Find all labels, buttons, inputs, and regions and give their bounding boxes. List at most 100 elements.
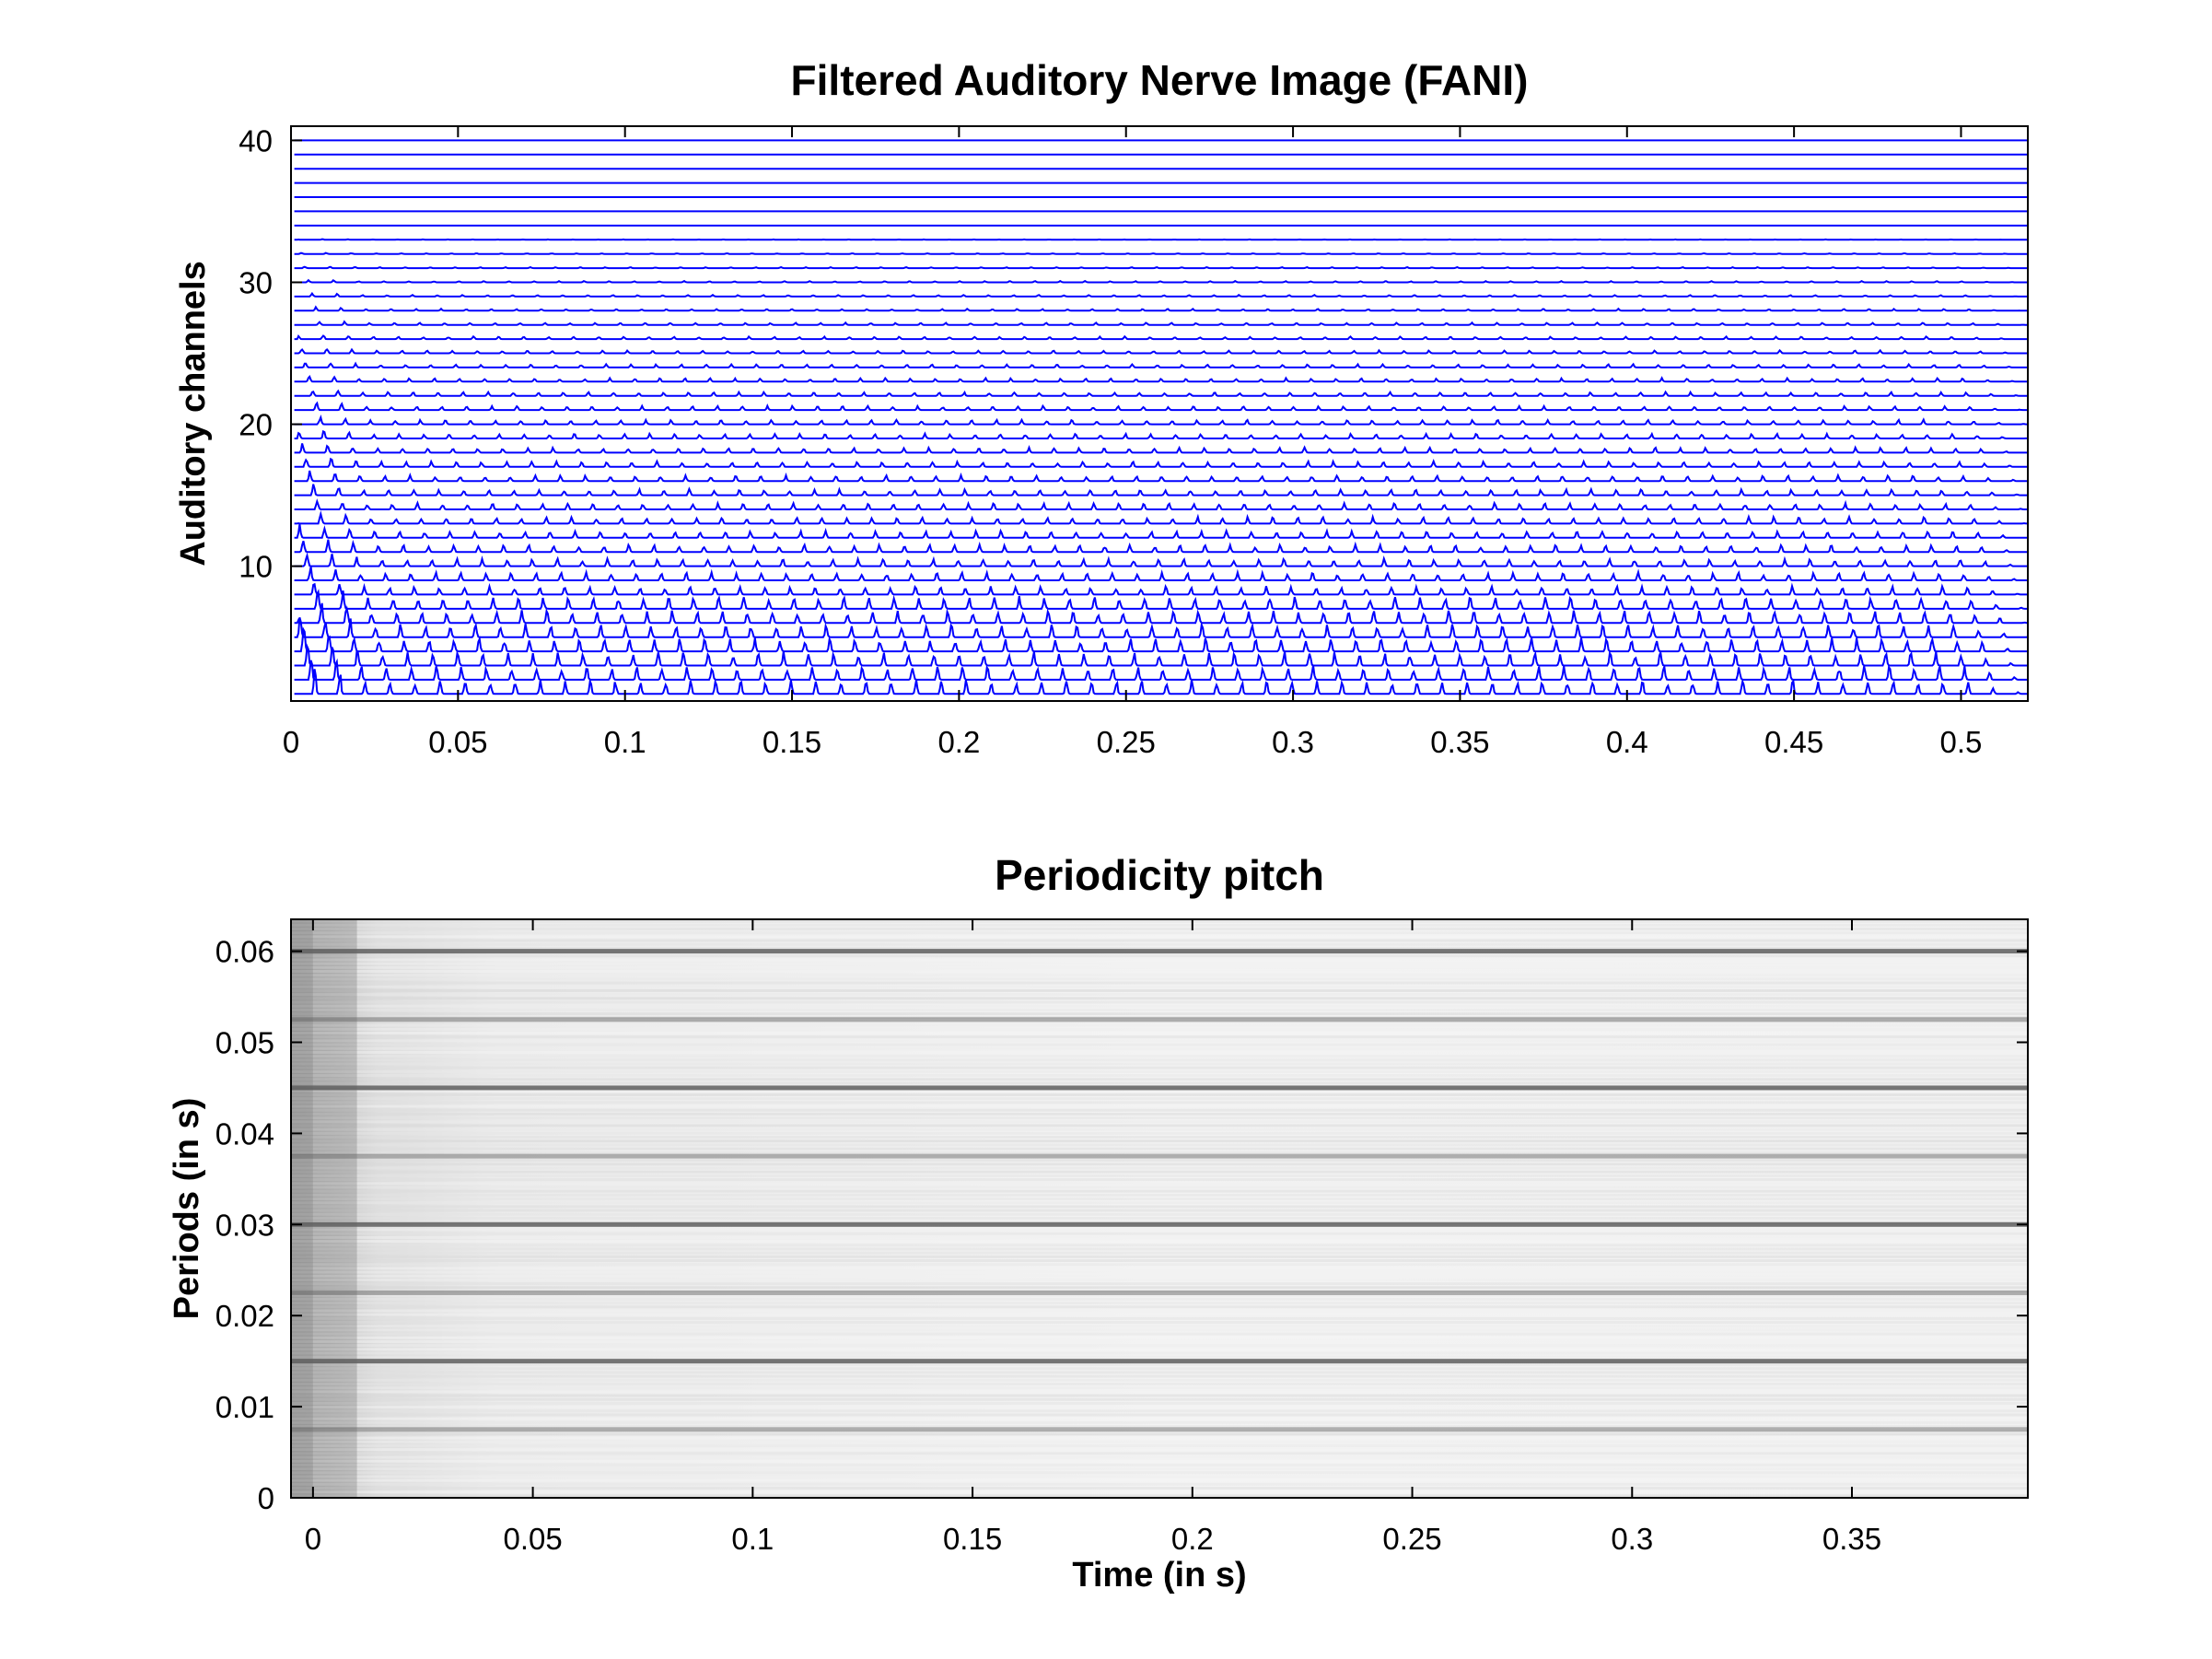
periodicity-stripe bbox=[291, 1089, 2028, 1092]
periodicity-xtick-label: 0.1 bbox=[731, 1522, 774, 1556]
periodicity-stripe bbox=[291, 1490, 2028, 1494]
periodicity-stripe bbox=[291, 1182, 2028, 1186]
periodicity-xlabel: Time (in s) bbox=[1072, 1556, 1246, 1595]
periodicity-stripe bbox=[291, 1328, 2028, 1332]
periodicity-stripe bbox=[291, 1127, 2028, 1131]
periodicity-stripe bbox=[291, 1282, 2028, 1286]
periodicity-stripe bbox=[291, 1302, 2028, 1305]
fani-xtick-label: 0.25 bbox=[1097, 725, 1156, 759]
periodicity-stripe bbox=[291, 1259, 2028, 1263]
fani-axes-box bbox=[290, 125, 2029, 702]
periodicity-stripe bbox=[291, 1055, 2028, 1058]
periodicity-stripe bbox=[291, 1478, 2028, 1482]
periodicity-stripe bbox=[291, 1309, 2028, 1313]
fani-channel-trace bbox=[294, 523, 2028, 539]
periodicity-stripe bbox=[291, 1016, 2028, 1020]
periodicity-stripe bbox=[291, 1494, 2028, 1498]
periodicity-stripe bbox=[291, 1255, 2028, 1258]
periodicity-stripe bbox=[291, 1351, 2028, 1355]
periodicity-stripe bbox=[291, 1116, 2028, 1120]
periodicity-stripe bbox=[291, 1443, 2028, 1447]
periodicity-stripe bbox=[291, 1355, 2028, 1359]
periodicity-stripe bbox=[291, 1035, 2028, 1039]
fani-ytick-label: 20 bbox=[239, 408, 273, 442]
periodicity-stripe bbox=[291, 1321, 2028, 1325]
fani-ytick-label: 10 bbox=[239, 550, 273, 584]
periodicity-stripe bbox=[291, 1367, 2028, 1371]
periodicity-stripe bbox=[291, 1078, 2028, 1081]
periodicity-stripe bbox=[291, 1401, 2028, 1405]
periodicity-stripe bbox=[291, 1455, 2028, 1459]
periodicity-stripe bbox=[291, 946, 2028, 950]
fani-channel-trace bbox=[294, 443, 2028, 454]
periodicity-stripe bbox=[291, 1108, 2028, 1112]
fani-channel-trace bbox=[294, 251, 2028, 255]
periodicity-ytick-label: 0.02 bbox=[215, 1299, 274, 1333]
periodicity-stripe bbox=[291, 1386, 2028, 1390]
fani-channel-trace bbox=[294, 375, 2028, 383]
fani-channel-trace bbox=[294, 552, 2028, 567]
fani-channel-trace bbox=[294, 414, 2028, 426]
fani-channel-trace bbox=[294, 320, 2028, 326]
fani-channel-trace bbox=[294, 305, 2028, 312]
periodicity-stripe bbox=[291, 1363, 2028, 1367]
periodicity-stripe bbox=[291, 1143, 2028, 1147]
periodicity-stripe bbox=[291, 997, 2028, 1000]
periodicity-stripe bbox=[291, 1409, 2028, 1413]
periodicity-stripe bbox=[291, 1344, 2028, 1348]
periodicity-stripe bbox=[291, 1170, 2028, 1174]
periodicity-stripe bbox=[291, 1378, 2028, 1382]
periodicity-stripe bbox=[291, 958, 2028, 962]
periodicity-stripe bbox=[291, 1062, 2028, 1066]
periodicity-stripe bbox=[291, 935, 2028, 939]
fani-traces bbox=[294, 139, 2029, 695]
periodicity-stripe bbox=[291, 981, 2028, 985]
periodicity-stripe bbox=[291, 1039, 2028, 1043]
periodicity-onset-column bbox=[291, 919, 313, 1498]
periodicity-stripe bbox=[291, 1263, 2028, 1267]
periodicity-stripe bbox=[291, 1413, 2028, 1417]
periodicity-xtick-label: 0.35 bbox=[1822, 1522, 1881, 1556]
fani-xtick-label: 0.05 bbox=[428, 725, 487, 759]
periodicity-dark-band bbox=[291, 949, 2028, 954]
periodicity-stripe bbox=[291, 1390, 2028, 1394]
periodicity-stripe bbox=[291, 1397, 2028, 1401]
fani-channel-trace bbox=[294, 582, 2028, 596]
periodicity-stripe bbox=[291, 1313, 2028, 1316]
fani-ylabel: Auditory channels bbox=[174, 261, 213, 567]
periodicity-stripe bbox=[291, 1235, 2028, 1239]
periodicity-stripe bbox=[291, 1124, 2028, 1127]
periodicity-stripe bbox=[291, 1459, 2028, 1463]
fani-channel-trace bbox=[294, 626, 2028, 653]
fani-channel-trace bbox=[294, 669, 2028, 695]
periodicity-stripe bbox=[291, 1417, 2028, 1420]
fani-channel-trace bbox=[294, 510, 2028, 525]
fani-xtick-label: 0.2 bbox=[937, 725, 980, 759]
periodicity-xtick-label: 0.3 bbox=[1611, 1522, 1653, 1556]
periodicity-stripe bbox=[291, 1482, 2028, 1486]
periodicity-stripe bbox=[291, 1043, 2028, 1046]
periodicity-ytick-label: 0.05 bbox=[215, 1026, 274, 1060]
fani-channel-trace bbox=[294, 658, 2028, 681]
periodicity-stripe bbox=[291, 1032, 2028, 1035]
periodicity-dark-band bbox=[291, 1085, 2028, 1091]
periodicity-stripe bbox=[291, 1274, 2028, 1278]
periodicity-stripe bbox=[291, 1325, 2028, 1328]
fani-channel-trace bbox=[294, 566, 2028, 581]
periodicity-stripe bbox=[291, 1193, 2028, 1197]
periodicity-stripe bbox=[291, 1467, 2028, 1471]
periodicity-stripe bbox=[291, 1154, 2028, 1158]
periodicity-stripe bbox=[291, 1432, 2028, 1436]
periodicity-stripe bbox=[291, 1023, 2028, 1027]
periodicity-stripe bbox=[291, 1136, 2028, 1139]
periodicity-stripe bbox=[291, 977, 2028, 981]
periodicity-stripe bbox=[291, 939, 2028, 942]
periodicity-stripe bbox=[291, 1336, 2028, 1339]
fani-ytick-label: 40 bbox=[239, 123, 273, 158]
periodicity-stripe bbox=[291, 942, 2028, 946]
periodicity-stripe bbox=[291, 1101, 2028, 1104]
periodicity-stripe bbox=[291, 1270, 2028, 1274]
periodicity-title: Periodicity pitch bbox=[995, 851, 1324, 899]
periodicity-stripe bbox=[291, 1293, 2028, 1297]
periodicity-stripe bbox=[291, 1058, 2028, 1062]
